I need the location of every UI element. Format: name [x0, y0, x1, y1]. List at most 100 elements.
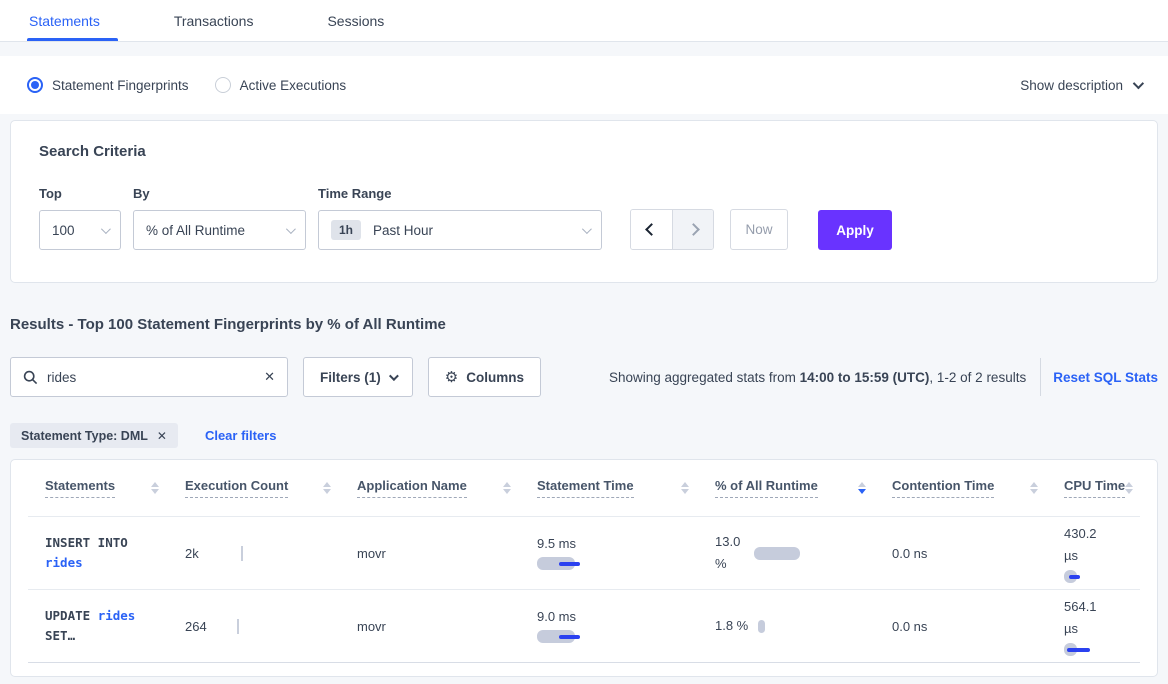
- radio-label: Statement Fingerprints: [52, 77, 189, 93]
- time-range-badge: 1h: [331, 220, 362, 240]
- clear-filters-link[interactable]: Clear filters: [204, 428, 277, 443]
- table-header-row: Statements Execution Count Application N…: [11, 460, 1157, 516]
- time-nav-group: [630, 209, 714, 250]
- runtime-pct-cell: 1.8 %: [715, 615, 892, 637]
- results-heading: Results - Top 100 Statement Fingerprints…: [10, 316, 446, 333]
- sort-icon[interactable]: [323, 482, 331, 494]
- radio-label: Active Executions: [239, 77, 347, 93]
- statements-table-card: Statements Execution Count Application N…: [10, 459, 1158, 677]
- sort-icon[interactable]: [503, 482, 511, 494]
- execution-count-cell: 2k: [185, 545, 357, 561]
- show-description-toggle[interactable]: Show description: [1020, 77, 1145, 93]
- application-name-cell: movr: [357, 545, 386, 561]
- runtime-pct-bar: [758, 619, 766, 633]
- search-box[interactable]: ✕: [10, 357, 288, 397]
- application-name-cell: movr: [357, 618, 386, 634]
- execution-count-cell: 264: [185, 618, 357, 634]
- column-header-execution-count[interactable]: Execution Count: [185, 478, 357, 498]
- columns-button[interactable]: ⚙ Columns: [427, 357, 541, 397]
- sort-icon[interactable]: [1125, 482, 1134, 494]
- table-row: INSERT INTO rides 2k movr 9.5 ms 13.0% 0…: [28, 516, 1140, 589]
- radio-selected-icon: [27, 77, 43, 93]
- runtime-pct-bar: [754, 546, 801, 560]
- chevron-down-icon: [1132, 77, 1145, 90]
- statement-fingerprint-cell: UPDATE rides SET…: [45, 608, 136, 643]
- top-label: Top: [39, 186, 62, 201]
- cpu-time-cell: 564.1 µs: [1064, 596, 1140, 656]
- filters-button[interactable]: Filters (1): [303, 357, 413, 397]
- search-criteria-card: Search Criteria Top 100 By % of All Runt…: [10, 120, 1158, 283]
- top-tab-bar: Statements Transactions Sessions: [0, 0, 1168, 42]
- column-header-statements[interactable]: Statements: [45, 478, 185, 498]
- statement-link[interactable]: rides: [45, 555, 83, 570]
- chevron-down-icon: [285, 223, 296, 234]
- tab-statements[interactable]: Statements: [27, 0, 118, 41]
- gear-icon: ⚙: [444, 369, 459, 386]
- statement-link[interactable]: rides: [97, 608, 136, 623]
- remove-filter-icon[interactable]: ✕: [156, 428, 167, 443]
- by-field: By % of All Runtime: [133, 186, 306, 250]
- sort-icon[interactable]: [151, 482, 159, 494]
- column-header-runtime-pct[interactable]: % of All Runtime: [715, 478, 892, 498]
- apply-button[interactable]: Apply: [818, 210, 892, 250]
- tab-transactions[interactable]: Transactions: [173, 12, 254, 29]
- sort-icon-active[interactable]: [858, 482, 866, 494]
- radio-statement-fingerprints[interactable]: Statement Fingerprints: [27, 77, 189, 93]
- top-select[interactable]: 100: [39, 210, 121, 250]
- contention-time-cell: 0.0 ns: [892, 618, 928, 634]
- search-criteria-title: Search Criteria: [39, 143, 146, 160]
- view-toggle-panel: Statement Fingerprints Active Executions…: [0, 56, 1168, 114]
- table-footer-divider: [28, 662, 1140, 676]
- filters-button-label: Filters (1): [320, 369, 381, 385]
- reset-sql-stats-link[interactable]: Reset SQL Stats: [1053, 369, 1158, 385]
- top-select-value: 100: [52, 222, 75, 238]
- execution-count-bar: [236, 618, 239, 634]
- previous-time-button[interactable]: [631, 210, 672, 249]
- filter-tag-label: Statement Type: DML: [21, 428, 148, 443]
- tab-sessions[interactable]: Sessions: [327, 12, 385, 29]
- runtime-pct-cell: 13.0%: [715, 531, 892, 575]
- now-button[interactable]: Now: [730, 209, 788, 250]
- by-label: By: [133, 186, 150, 201]
- chevron-down-icon: [581, 223, 592, 234]
- contention-time-cell: 0.0 ns: [892, 545, 928, 561]
- filter-tag-row: Statement Type: DML ✕ Clear filters: [10, 423, 1158, 448]
- results-summary: Showing aggregated stats from 14:00 to 1…: [609, 369, 1027, 385]
- by-select[interactable]: % of All Runtime: [133, 210, 306, 250]
- statement-time-bar: [537, 557, 715, 570]
- column-header-contention-time[interactable]: Contention Time: [892, 478, 1064, 498]
- next-time-button[interactable]: [672, 210, 713, 249]
- column-header-cpu-time[interactable]: CPU Time: [1064, 478, 1157, 498]
- statement-time-cell: 9.0 ms: [537, 609, 715, 643]
- time-range-select[interactable]: 1h Past Hour: [318, 210, 602, 250]
- statement-time-cell: 9.5 ms: [537, 536, 715, 570]
- top-field: Top 100: [39, 186, 121, 250]
- filter-tag[interactable]: Statement Type: DML ✕: [10, 423, 178, 448]
- radio-unselected-icon: [214, 77, 231, 93]
- search-icon: [23, 370, 38, 384]
- chevron-down-icon: [100, 223, 111, 234]
- clear-search-icon[interactable]: ✕: [264, 369, 275, 384]
- cpu-time-cell: 430.2 µs: [1064, 523, 1140, 583]
- summary-time-range: 14:00 to 15:59 (UTC): [799, 369, 930, 385]
- sort-icon[interactable]: [681, 482, 689, 494]
- statement-time-bar: [537, 630, 715, 643]
- time-range-field: Time Range 1h Past Hour: [318, 186, 602, 250]
- chevron-left-icon: [645, 223, 658, 236]
- cpu-time-bar: [1064, 569, 1140, 583]
- sort-icon[interactable]: [1030, 482, 1038, 494]
- column-header-statement-time[interactable]: Statement Time: [537, 478, 715, 498]
- columns-button-label: Columns: [466, 369, 524, 385]
- time-range-label: Time Range: [318, 186, 392, 201]
- show-description-label: Show description: [1020, 77, 1123, 93]
- chevron-right-icon: [686, 223, 700, 236]
- cpu-time-bar: [1064, 642, 1140, 656]
- search-input[interactable]: [47, 369, 265, 385]
- chevron-down-icon: [388, 370, 399, 381]
- radio-active-executions[interactable]: Active Executions: [214, 77, 347, 93]
- statement-fingerprint-cell: INSERT INTO rides: [45, 535, 128, 570]
- time-range-value: Past Hour: [373, 222, 434, 238]
- column-header-application-name[interactable]: Application Name: [357, 478, 537, 498]
- results-controls-row: ✕ Filters (1) ⚙ Columns Showing aggregat…: [10, 357, 1158, 397]
- by-select-value: % of All Runtime: [146, 222, 246, 238]
